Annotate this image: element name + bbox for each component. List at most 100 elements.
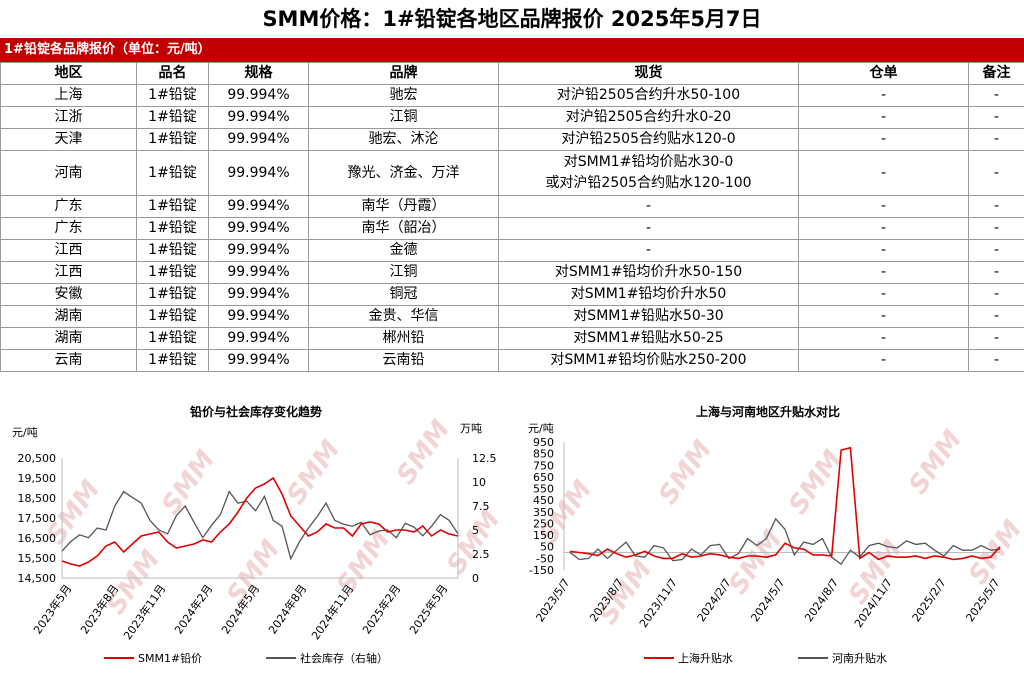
- cell-note: -: [969, 218, 1024, 240]
- cell-spec: 99.994%: [209, 328, 309, 350]
- cell-region: 湖南: [1, 306, 137, 328]
- y-tick-label: -150: [529, 564, 554, 577]
- cell-product: 1#铅锭: [137, 350, 209, 372]
- cell-note: -: [969, 262, 1024, 284]
- cell-brand: 南华（韶冶）: [309, 218, 499, 240]
- cell-note: -: [969, 107, 1024, 129]
- cell-region: 安徽: [1, 284, 137, 306]
- premium-compare-svg: SMMSMMSMMSMMSMMSMMSMMSMM上海与河南地区升贴水对比元/吨9…: [512, 396, 1024, 678]
- chart-title: 上海与河南地区升贴水对比: [696, 404, 840, 419]
- cell-region: 江西: [1, 240, 137, 262]
- cell-product: 1#铅锭: [137, 151, 209, 196]
- cell-spec: 99.994%: [209, 240, 309, 262]
- y-tick-label-left: 19,500: [18, 472, 57, 485]
- cell-brand: 驰宏、沐沦: [309, 129, 499, 151]
- cell-note: -: [969, 328, 1024, 350]
- x-tick-label: 2024/2/7: [695, 576, 734, 624]
- cell-warrant: -: [799, 328, 969, 350]
- y-tick-label-left: 16,500: [18, 532, 57, 545]
- header-region: 地区: [1, 63, 137, 85]
- header-brand: 品牌: [309, 63, 499, 85]
- header-warrant: 仓单: [799, 63, 969, 85]
- y-tick-label-left: 20,500: [18, 452, 57, 465]
- y-tick-label-left: 15,500: [18, 552, 57, 565]
- y-tick-label-left: 18,500: [18, 492, 57, 505]
- y-tick-label-right: 7.5: [472, 500, 490, 513]
- cell-product: 1#铅锭: [137, 196, 209, 218]
- cell-note: -: [969, 129, 1024, 151]
- cell-product: 1#铅锭: [137, 85, 209, 107]
- cell-brand: 江铜: [309, 262, 499, 284]
- cell-spot: 对SMM1#铅贴水50-25: [499, 328, 799, 350]
- cell-brand: 南华（丹霞）: [309, 196, 499, 218]
- x-tick-label: 2025/2/7: [910, 576, 949, 624]
- cell-spot: 对沪铅2505合约贴水120-0: [499, 129, 799, 151]
- legend-label-shanghai: 上海升贴水: [678, 651, 733, 665]
- y-tick-label-right: 2.5: [472, 548, 490, 561]
- cell-spot: 对沪铅2505合约升水0-20: [499, 107, 799, 129]
- cell-product: 1#铅锭: [137, 284, 209, 306]
- cell-region: 湖南: [1, 328, 137, 350]
- cell-brand: 豫光、济金、万洋: [309, 151, 499, 196]
- cell-warrant: -: [799, 306, 969, 328]
- cell-product: 1#铅锭: [137, 218, 209, 240]
- x-tick-label: 2023年5月: [30, 582, 74, 637]
- x-tick-label: 2024年8月: [265, 582, 309, 637]
- cell-product: 1#铅锭: [137, 107, 209, 129]
- cell-spot: 对沪铅2505合约升水50-100: [499, 85, 799, 107]
- cell-brand: 金德: [309, 240, 499, 262]
- y-tick-label-right: 12.5: [472, 452, 497, 465]
- y-tick-label-right: 0: [472, 572, 479, 585]
- cell-warrant: -: [799, 218, 969, 240]
- cell-warrant: -: [799, 107, 969, 129]
- cell-region: 广东: [1, 218, 137, 240]
- cell-spot: 对SMM1#铅均价升水50: [499, 284, 799, 306]
- cell-brand: 郴州铅: [309, 328, 499, 350]
- cell-warrant: -: [799, 262, 969, 284]
- watermark-logo: SMM: [391, 415, 456, 490]
- cell-spot: 对SMM1#铅均价贴水250-200: [499, 350, 799, 372]
- cell-note: -: [969, 306, 1024, 328]
- cell-product: 1#铅锭: [137, 240, 209, 262]
- cell-region: 广东: [1, 196, 137, 218]
- y-axis-label: 元/吨: [528, 422, 554, 435]
- watermark-logo: SMM: [653, 435, 718, 510]
- cell-note: -: [969, 85, 1024, 107]
- cell-region: 云南: [1, 350, 137, 372]
- x-tick-label: 2024/8/7: [802, 576, 841, 624]
- cell-warrant: -: [799, 350, 969, 372]
- cell-product: 1#铅锭: [137, 328, 209, 350]
- cell-spec: 99.994%: [209, 107, 309, 129]
- cell-region: 上海: [1, 85, 137, 107]
- y-tick-label-left: 17,500: [18, 512, 57, 525]
- cell-note: -: [969, 240, 1024, 262]
- cell-note: -: [969, 350, 1024, 372]
- cell-product: 1#铅锭: [137, 262, 209, 284]
- legend-label-henan: 河南升贴水: [832, 651, 887, 665]
- cell-spec: 99.994%: [209, 218, 309, 240]
- x-tick-label: 2025年5月: [406, 582, 450, 637]
- cell-warrant: -: [799, 129, 969, 151]
- cell-warrant: -: [799, 85, 969, 107]
- cell-spec: 99.994%: [209, 151, 309, 196]
- cell-warrant: -: [799, 196, 969, 218]
- page-title: SMM价格：1#铅锭各地区品牌报价 2025年5月7日: [0, 2, 1024, 36]
- cell-region: 天津: [1, 129, 137, 151]
- cell-note: -: [969, 151, 1024, 196]
- cell-spot: -: [499, 218, 799, 240]
- x-tick-label: 2024年11月: [308, 582, 356, 642]
- cell-note: -: [969, 284, 1024, 306]
- header-spec: 规格: [209, 63, 309, 85]
- cell-spot: 对SMM1#铅贴水50-30: [499, 306, 799, 328]
- x-tick-label: 2025年2月: [359, 582, 403, 637]
